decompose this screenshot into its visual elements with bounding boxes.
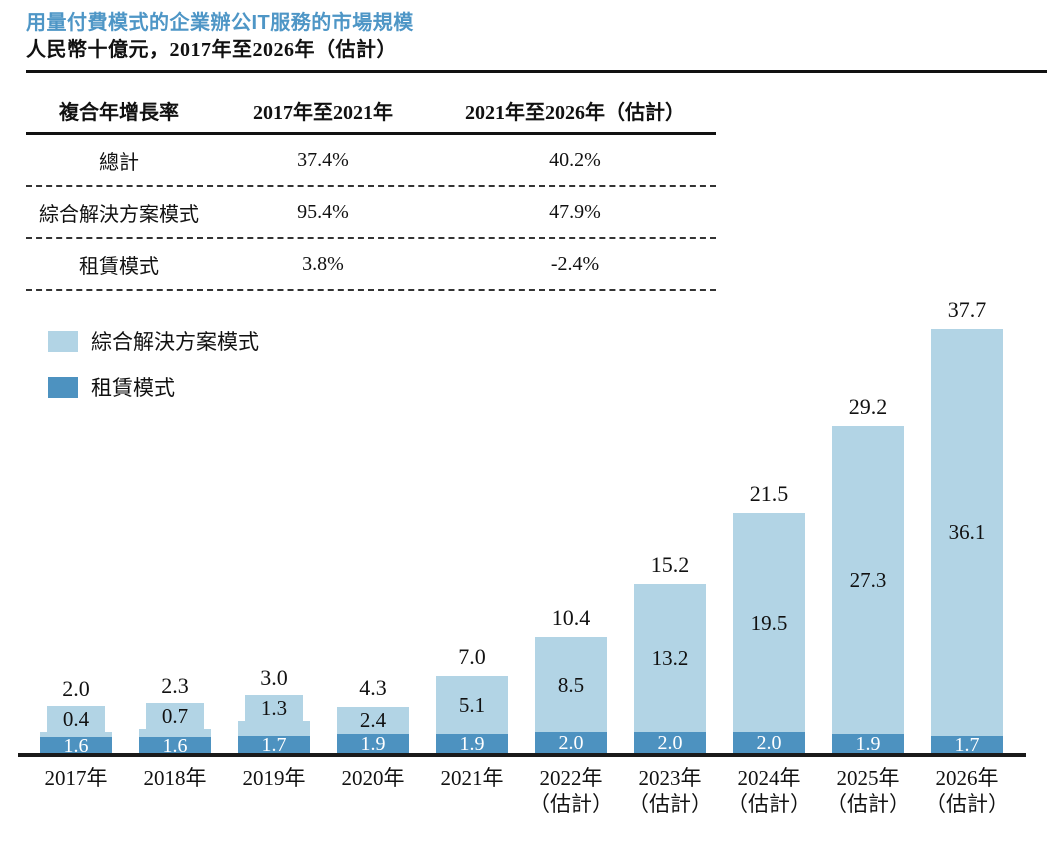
bar-segment-solution bbox=[634, 583, 706, 733]
bar-segment-rental: 2.0 bbox=[535, 732, 607, 755]
x-axis-label-note: （估計） bbox=[925, 792, 1009, 816]
legend-label-rental: 租賃模式 bbox=[91, 376, 175, 400]
rental-value-label: 2.0 bbox=[558, 732, 584, 755]
bar-segment-solution bbox=[931, 329, 1003, 736]
x-axis-line bbox=[18, 753, 1026, 757]
solution-value-label: 0.4 bbox=[47, 706, 105, 733]
x-axis-label: 2024年 （估計） bbox=[699, 765, 839, 817]
figure-subtitle: 人民幣十億元，2017年至2026年（估計） bbox=[26, 39, 397, 61]
rental-value-label: 1.9 bbox=[459, 732, 485, 755]
row-rental-cagr1: 3.8% bbox=[302, 252, 344, 275]
solution-value-label: 27.3 bbox=[849, 567, 887, 592]
bar-segment-rental: 1.9 bbox=[832, 732, 904, 755]
row-total-cagr1: 37.4% bbox=[297, 148, 349, 171]
total-value-label: 2.0 bbox=[62, 676, 90, 702]
bar-segment-solution bbox=[238, 721, 310, 736]
bar-segment-rental: 1.7 bbox=[931, 733, 1003, 756]
cagr-header-2021-2026: 2021年至2026年（估計） bbox=[465, 101, 685, 124]
x-axis-label: 2025年 （估計） bbox=[798, 765, 938, 817]
solution-value-label: 13.2 bbox=[651, 646, 689, 671]
total-value-label: 21.5 bbox=[749, 480, 789, 506]
rental-value-label: 1.7 bbox=[954, 733, 980, 756]
row-total-cagr2: 40.2% bbox=[549, 148, 601, 171]
total-value-label: 37.7 bbox=[947, 297, 987, 322]
row-solution-label: 綜合解決方案模式 bbox=[39, 203, 199, 226]
rental-value-label: 1.9 bbox=[360, 732, 386, 755]
bar-segment-solution bbox=[139, 729, 211, 737]
solution-value-label: 1.3 bbox=[245, 695, 303, 722]
bar-segment-solution bbox=[733, 512, 805, 733]
cagr-table: 複合年增長率 2017年至2021年 2021年至2026年（估計） 總計 37… bbox=[26, 88, 716, 291]
bar-segment-solution bbox=[436, 676, 508, 734]
legend-label-solution: 綜合解決方案模式 bbox=[91, 330, 259, 354]
total-value-label: 4.3 bbox=[359, 674, 387, 700]
x-axis-label: 2018年 bbox=[143, 766, 207, 790]
x-axis-label-note: （估計） bbox=[529, 792, 613, 816]
solution-value-label: 5.1 bbox=[458, 692, 486, 717]
total-value-label: 15.2 bbox=[650, 551, 690, 577]
table-row: 綜合解決方案模式 95.4% 47.9% bbox=[26, 187, 716, 239]
solution-value-label: 36.1 bbox=[948, 520, 986, 545]
rental-value-label: 2.0 bbox=[657, 732, 683, 755]
row-rental-label: 租賃模式 bbox=[79, 255, 159, 278]
legend-swatch-rental bbox=[48, 376, 78, 398]
stacked-bar-chart: 綜合解決方案模式 租賃模式 1.6 0.4 2.0 1.6 0.7 2.3 1.7 1.3 3.… bbox=[0, 297, 1054, 852]
bar-segment-rental: 1.7 bbox=[238, 733, 310, 756]
table-row: 租賃模式 3.8% -2.4% bbox=[26, 239, 716, 291]
bar-segment-rental: 1.9 bbox=[337, 732, 409, 755]
bar-segment-solution bbox=[832, 425, 904, 734]
x-axis-label: 2022年 （估計） bbox=[501, 765, 641, 817]
x-axis-label: 2023年 （估計） bbox=[600, 765, 740, 817]
row-solution-cagr1: 95.4% bbox=[297, 200, 349, 223]
bar-segment-solution bbox=[40, 732, 112, 737]
figure-title: 用量付費模式的企業辦公IT服務的市場規模 bbox=[26, 12, 414, 34]
x-axis-label-note: （估計） bbox=[628, 792, 712, 816]
total-value-label: 7.0 bbox=[458, 644, 486, 670]
cagr-table-header-row: 複合年增長率 2017年至2021年 2021年至2026年（估計） bbox=[26, 88, 716, 135]
x-axis-label: 2017年 bbox=[44, 766, 108, 790]
rental-value-label: 1.7 bbox=[261, 733, 287, 756]
header-divider bbox=[26, 70, 1047, 73]
bar-segment-rental: 1.6 bbox=[139, 734, 211, 757]
rental-value-label: 2.0 bbox=[756, 732, 782, 755]
x-axis-label-note: （估計） bbox=[727, 792, 811, 816]
row-solution-cagr2: 47.9% bbox=[549, 200, 601, 223]
solution-value-label: 8.5 bbox=[557, 672, 585, 697]
legend-item-rental: 租賃模式 bbox=[48, 372, 175, 402]
bar-segment-rental: 2.0 bbox=[634, 732, 706, 755]
total-value-label: 29.2 bbox=[848, 393, 888, 419]
bar-segment-solution bbox=[535, 636, 607, 733]
total-value-label: 10.4 bbox=[551, 604, 591, 630]
rental-value-label: 1.6 bbox=[162, 734, 188, 757]
x-axis-label: 2021年 bbox=[440, 766, 504, 790]
rental-value-label: 1.9 bbox=[855, 732, 881, 755]
bar-segment-rental: 1.9 bbox=[436, 732, 508, 755]
solution-value-label: 0.7 bbox=[146, 703, 204, 730]
x-axis-label-note: （估計） bbox=[826, 792, 910, 816]
cagr-header-2017-2021: 2017年至2021年 bbox=[253, 101, 393, 124]
cagr-header-metric: 複合年增長率 bbox=[59, 101, 179, 124]
solution-value-label: 19.5 bbox=[750, 610, 788, 635]
x-axis-label: 2019年 bbox=[242, 766, 306, 790]
total-value-label: 3.0 bbox=[260, 665, 288, 691]
legend-item-solution: 綜合解決方案模式 bbox=[48, 326, 259, 356]
row-total-label: 總計 bbox=[99, 151, 139, 174]
table-row: 總計 37.4% 40.2% bbox=[26, 135, 716, 187]
rental-value-label: 1.6 bbox=[63, 734, 89, 757]
row-rental-cagr2: -2.4% bbox=[550, 252, 600, 275]
legend-swatch-solution bbox=[48, 330, 78, 352]
bar-segment-rental: 1.6 bbox=[40, 734, 112, 757]
bar-segment-rental: 2.0 bbox=[733, 732, 805, 755]
solution-value-label: 2.4 bbox=[359, 708, 387, 733]
x-axis-label: 2026年 （估計） bbox=[897, 765, 1037, 817]
total-value-label: 2.3 bbox=[161, 673, 189, 699]
x-axis-label: 2020年 bbox=[341, 766, 405, 790]
bar-segment-solution bbox=[337, 706, 409, 734]
